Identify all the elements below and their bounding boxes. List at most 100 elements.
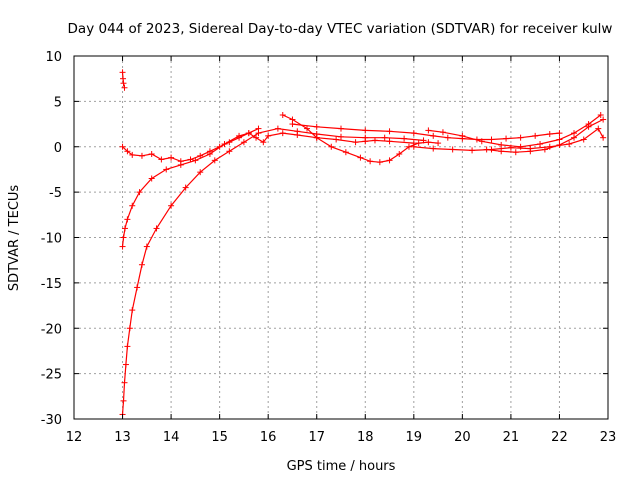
data-point	[211, 157, 218, 164]
x-tick-label: 16	[260, 430, 277, 445]
data-point	[478, 138, 485, 145]
data-point	[600, 116, 607, 123]
series-track-3	[119, 69, 128, 91]
data-point	[279, 111, 286, 118]
x-tick-label: 20	[454, 430, 471, 445]
series-track-6	[289, 121, 563, 143]
data-point	[512, 149, 519, 156]
data-point	[498, 141, 505, 148]
series-line	[121, 127, 424, 415]
x-tick-label: 15	[211, 430, 228, 445]
grid-lines	[74, 56, 608, 419]
series-track-9	[483, 116, 607, 156]
data-point	[177, 158, 184, 165]
data-point	[597, 111, 604, 118]
data-point	[126, 325, 133, 332]
series-track-2	[119, 125, 427, 418]
data-point	[541, 146, 548, 153]
data-point	[129, 151, 136, 158]
data-point	[342, 149, 349, 156]
data-point	[401, 135, 408, 142]
data-point	[313, 123, 320, 130]
data-point	[129, 202, 136, 209]
data-point	[138, 261, 145, 268]
data-point	[328, 143, 335, 150]
y-tick-label: -20	[41, 322, 62, 337]
data-point	[124, 216, 131, 223]
data-point	[425, 139, 432, 146]
data-point	[381, 134, 388, 141]
data-point	[376, 159, 383, 166]
data-point	[556, 136, 563, 143]
series-line	[292, 123, 560, 141]
data-point	[120, 80, 127, 87]
data-point	[121, 379, 128, 386]
data-point	[580, 136, 587, 143]
data-point	[556, 130, 563, 137]
data-point	[182, 184, 189, 191]
data-point	[197, 152, 204, 159]
series-track-5	[279, 111, 442, 166]
data-point	[430, 132, 437, 139]
x-tick-label: 22	[551, 430, 568, 445]
series-track-7	[425, 111, 604, 150]
data-point	[362, 127, 369, 134]
data-point	[532, 132, 539, 139]
data-point	[507, 144, 514, 151]
y-tick-label: 10	[45, 50, 62, 65]
data-point	[449, 146, 456, 153]
data-point	[444, 134, 451, 141]
data-point	[245, 130, 252, 137]
data-point	[240, 139, 247, 146]
data-point	[253, 134, 260, 141]
data-point	[571, 134, 578, 141]
data-point	[595, 125, 602, 132]
data-point	[352, 139, 359, 146]
data-point	[136, 189, 143, 196]
y-tick-label: -25	[41, 368, 62, 383]
data-point	[124, 343, 131, 350]
data-point	[168, 154, 175, 161]
data-point	[386, 138, 393, 145]
x-tick-label: 18	[357, 430, 374, 445]
data-point	[410, 130, 417, 137]
data-point	[122, 361, 129, 368]
data-point	[357, 154, 364, 161]
data-point	[124, 148, 131, 155]
x-tick-label: 12	[66, 430, 83, 445]
data-series	[119, 69, 607, 418]
data-point	[289, 121, 296, 128]
series-track-8	[410, 125, 607, 154]
data-point	[226, 139, 233, 146]
x-tick-label: 19	[406, 430, 423, 445]
data-point	[371, 137, 378, 144]
y-tick-label: 5	[54, 95, 62, 110]
data-point	[119, 243, 126, 250]
series-line	[122, 128, 259, 162]
data-point	[313, 134, 320, 141]
x-axis-label: GPS time / hours	[287, 459, 396, 474]
data-point	[439, 129, 446, 136]
data-point	[338, 133, 344, 140]
data-point	[206, 148, 213, 155]
y-tick-label: -10	[41, 232, 62, 247]
data-point	[158, 156, 165, 163]
data-point	[367, 158, 374, 165]
data-point	[129, 307, 136, 314]
data-point	[120, 397, 127, 404]
data-point	[546, 131, 553, 138]
data-point	[537, 141, 544, 148]
data-point	[153, 225, 160, 232]
y-tick-label: -30	[41, 413, 62, 428]
data-point	[517, 134, 524, 141]
series-track-4	[119, 125, 262, 165]
data-point	[274, 125, 281, 132]
data-point	[410, 143, 417, 150]
data-point	[556, 141, 563, 148]
data-point	[143, 243, 150, 250]
data-point	[163, 166, 170, 173]
y-axis-ticks: 10 5 0 -5 -10 -15 -20 -25 -30	[41, 50, 608, 428]
data-point	[503, 135, 510, 142]
data-point	[488, 136, 495, 143]
